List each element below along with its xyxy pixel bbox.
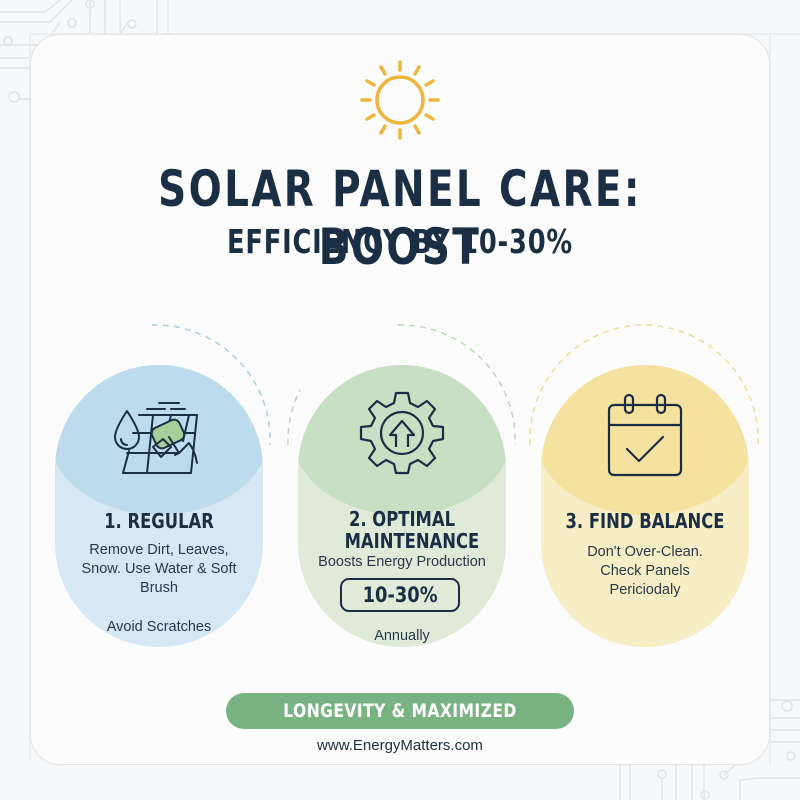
card-regular-cleaning: 1. REGULAR Remove Dirt, Leaves, Snow. Us… [55,365,263,647]
gear-arrow-up-icon [359,391,445,475]
website-url[interactable]: www.EnergyMatters.com [317,737,483,754]
card-header-disc [298,365,506,515]
calendar-check-icon [607,393,683,477]
card-body: Don't Over-Clean. Check Panels Pericioda… [587,544,703,598]
card-title: 1. REGULAR [104,509,214,533]
sun-icon [360,60,440,140]
card-note: Annually [374,628,430,644]
page-subtitle: EFFICIENCY BY 10-30% [227,222,573,261]
card-title: 2. OPTIMAL MAINTENANCE [344,507,480,553]
card-body: Remove Dirt, Leaves, Snow. Use Water & S… [81,542,237,596]
percentage-badge: 10-30% [340,578,460,612]
card-header-disc [541,365,749,515]
card-body: Boosts Energy Production [318,554,486,570]
card-find-balance: 3. FIND BALANCE Don't Over-Clean. Check … [541,365,749,647]
page-title: SOLAR PANEL CARE: BOOST [158,160,642,276]
card-title: 3. FIND BALANCE [565,509,725,533]
card-note: Avoid Scratches [106,619,212,635]
cleaning-panel-icon [114,402,198,474]
card-optimal-maintenance: 2. OPTIMAL MAINTENANCE Boosts Energy Pro… [298,365,506,647]
footer-pill-banner: LONGEVITY & MAXIMIZED POWER [226,693,574,758]
